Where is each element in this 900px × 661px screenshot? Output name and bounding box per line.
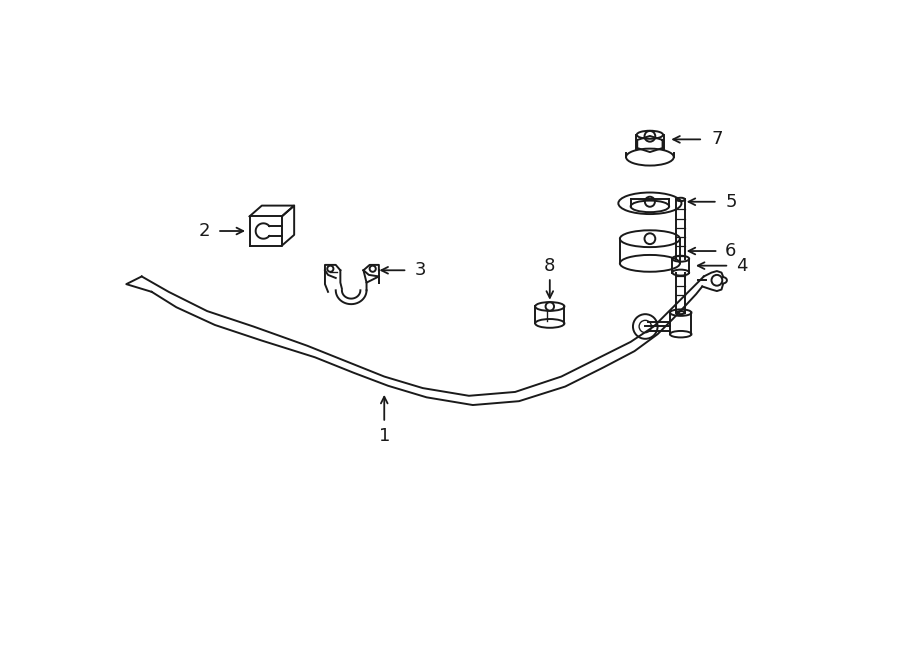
Text: 2: 2 bbox=[199, 222, 211, 240]
Text: 7: 7 bbox=[711, 130, 723, 148]
Text: 3: 3 bbox=[415, 261, 427, 280]
Text: 8: 8 bbox=[544, 257, 555, 276]
Text: 1: 1 bbox=[379, 427, 390, 445]
Text: 6: 6 bbox=[725, 242, 736, 260]
Text: 5: 5 bbox=[725, 193, 737, 211]
Text: 4: 4 bbox=[736, 256, 747, 275]
